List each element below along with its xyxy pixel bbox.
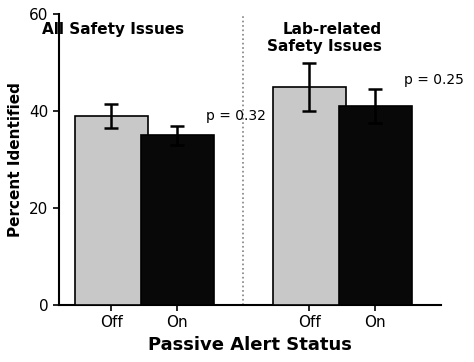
Bar (141, 135, 214, 305)
X-axis label: Passive Alert Status: Passive Alert Status (148, 336, 352, 354)
Bar (75, 116, 148, 305)
Bar (273, 87, 346, 305)
Text: p = 0.32: p = 0.32 (207, 109, 266, 123)
Text: p = 0.25: p = 0.25 (404, 73, 464, 87)
Bar (339, 106, 411, 305)
Text: All Safety Issues: All Safety Issues (42, 22, 184, 37)
Text: Lab-related
Safety Issues: Lab-related Safety Issues (267, 22, 382, 54)
Y-axis label: Percent Identified: Percent Identified (9, 82, 23, 237)
